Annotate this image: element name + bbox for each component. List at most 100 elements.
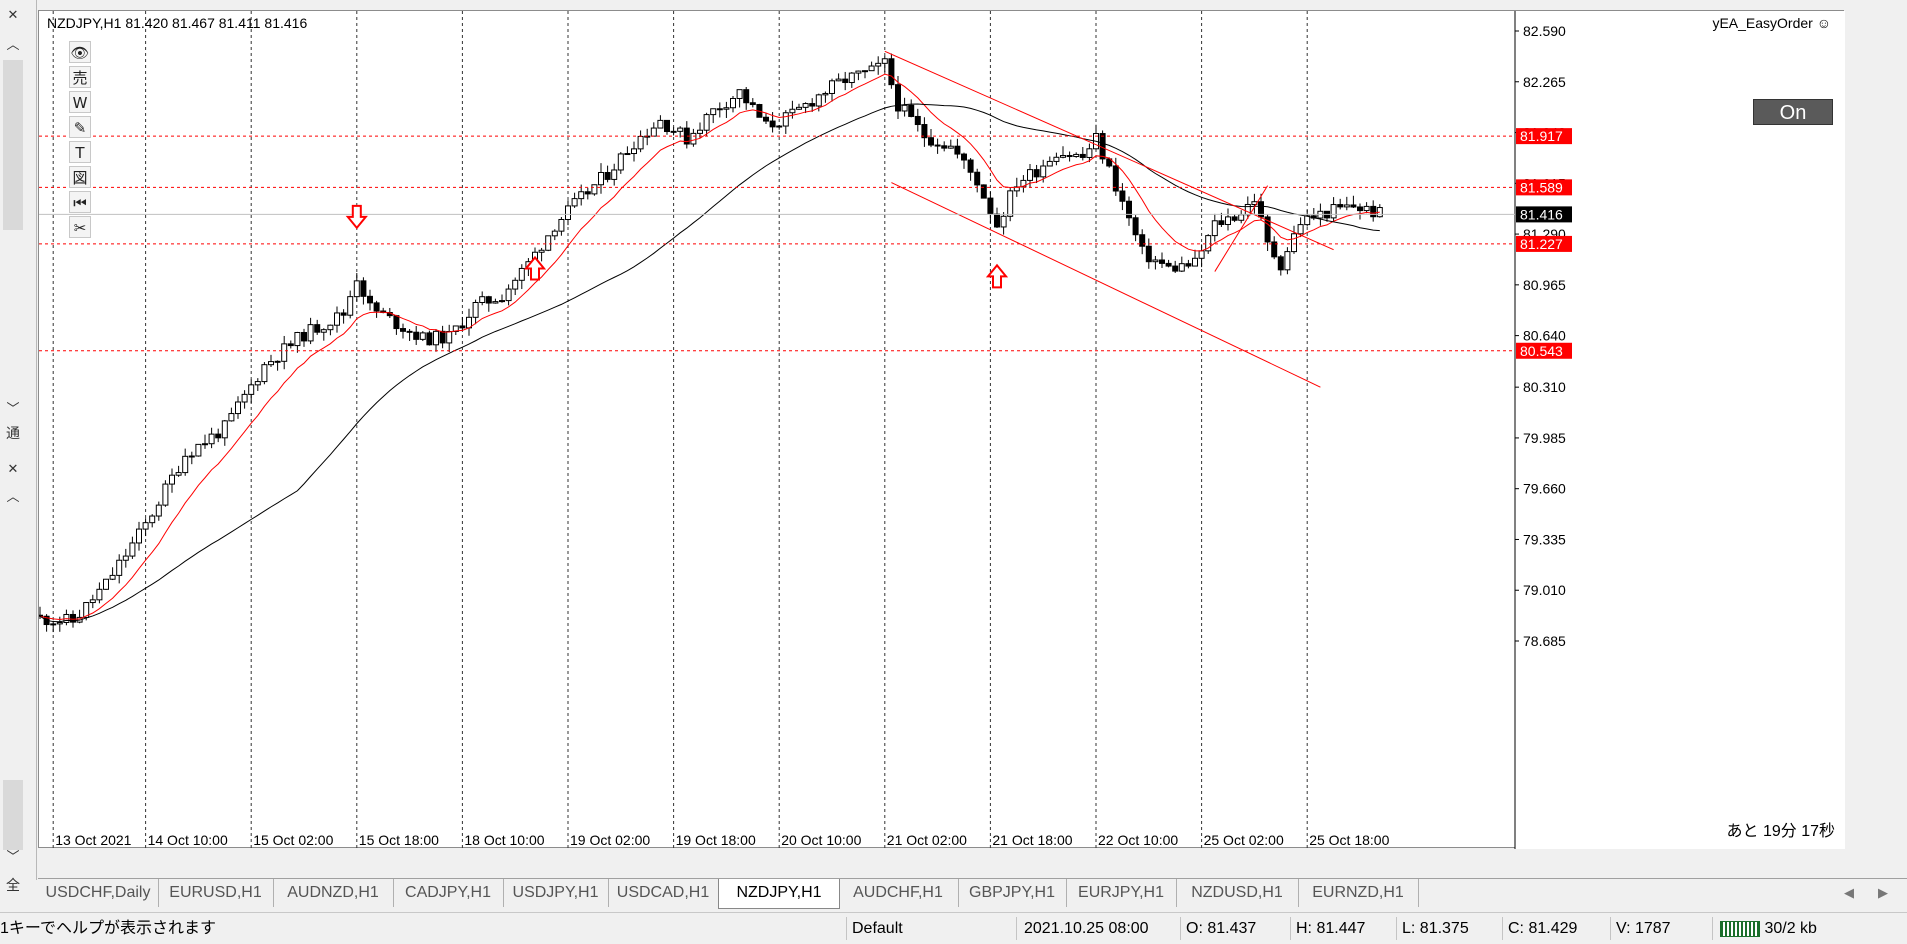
w-icon[interactable]: W [69,91,91,113]
candle-body [551,230,558,237]
candle-body [1000,215,1007,228]
tab-eurnzd-h1[interactable]: EURNZD,H1 [1298,879,1419,907]
panel-tab-label[interactable]: 全 [6,878,20,894]
candle-body [155,504,162,517]
tab-scroll-left-icon[interactable]: ◀ [1844,885,1854,900]
candle-body [697,129,703,134]
tab-nzdusd-h1[interactable]: NZDUSD,H1 [1176,879,1299,907]
tab-usdcad-h1[interactable]: USDCAD,H1 [608,879,719,907]
tab-scroll-right-icon[interactable]: ▶ [1878,885,1888,900]
candle-body [1178,263,1185,272]
candle-body [129,542,136,557]
candle-body [261,364,268,383]
chart-window[interactable]: 13 Oct 2021 14 Oct 10:00 15 Oct 02:00 15 Oc… [38,10,1845,849]
candle-body [142,522,149,530]
candle-body [888,58,895,86]
candle-body [624,153,631,156]
candle-body [1211,220,1218,237]
candle-body [1343,204,1350,208]
connection-bars-icon [1720,920,1760,937]
candle-body [268,361,274,366]
scroll-up-icon[interactable]: ︿ [6,490,20,505]
tab-usdchf-daily[interactable]: USDCHF,Daily [38,879,159,907]
time-axis-label: 18 Oct 10:00 [464,832,544,848]
figure-icon[interactable]: 図 [69,166,91,188]
bar-low: L: 81.375 [1402,920,1469,937]
candle-body [1152,259,1159,263]
trendline-short [1214,185,1269,272]
candle-body [1066,155,1073,158]
candle-body [373,302,380,312]
candle-body [1079,153,1086,158]
text-icon[interactable]: T [69,141,91,163]
candle-body [202,443,208,446]
candle-body [961,153,967,161]
scroll-down-icon[interactable]: ﹀ [6,850,20,865]
price-level-tag [1516,235,1572,252]
eye-icon[interactable]: 👁 [69,41,91,63]
tab-eurjpy-h1[interactable]: EURJPY,H1 [1066,879,1177,907]
candle-body [162,483,169,506]
candle-body [241,393,248,403]
candle-body [1192,257,1198,267]
candle-body [1126,200,1132,219]
sell-icon[interactable]: 売 [69,66,91,88]
divider [1180,917,1181,940]
candle-body [802,103,809,108]
candle-body [1033,169,1040,178]
time-axis-label: 25 Oct 02:00 [1204,832,1284,848]
candle-body [855,70,862,74]
candle-body [39,614,43,617]
panel-tab-label[interactable]: 通 [6,426,20,442]
candle-body [1225,216,1231,225]
tab-nzdjpy-h1[interactable]: NZDJPY,H1 [718,879,840,909]
candle-body [1244,203,1251,216]
candle-body [235,401,241,415]
rewind-icon[interactable]: ⏮ [69,191,91,213]
tab-cadjpy-h1[interactable]: CADJPY,H1 [393,879,504,907]
candle-body [1271,241,1278,258]
candle-body [598,171,604,186]
close-icon[interactable]: ✕ [7,462,19,477]
time-axis-label: 20 Oct 10:00 [781,832,861,848]
status-bar: 1キーでヘルプが表示されます Default 2021.10.25 08:00 … [0,912,1907,944]
candle-body [353,280,360,298]
price-tag-label: 81.589 [1520,179,1563,195]
candle-body [175,472,182,476]
candle-body [228,413,235,422]
candle-body [1205,235,1212,252]
tab-gbpjpy-h1[interactable]: GBPJPY,H1 [958,879,1067,907]
close-icon[interactable]: ✕ [7,8,19,23]
scrollbar-thumb[interactable] [3,780,23,850]
candle-body [406,330,413,333]
candle-body [479,296,486,304]
candle-body [815,94,822,107]
candle-body [763,116,769,122]
ea-on-button[interactable]: On [1753,99,1833,125]
candle-body [822,92,829,96]
scissors-icon[interactable]: ✂ [69,216,91,238]
connection-status: 30/2 kb [1720,913,1817,944]
bar-countdown: あと 19分 17秒 [1726,817,1835,841]
candle-body [631,148,637,155]
tab-audchf-h1[interactable]: AUDCHF,H1 [838,879,959,907]
candle-body [136,528,142,544]
candle-body [703,114,710,131]
tab-eurusd-h1[interactable]: EURUSD,H1 [158,879,274,907]
tab-usdjpy-h1[interactable]: USDJPY,H1 [503,879,609,907]
tab-audnzd-h1[interactable]: AUDNZD,H1 [273,879,394,907]
profile-name[interactable]: Default [852,920,903,937]
candle-body [545,235,552,251]
scroll-down-icon[interactable]: ﹀ [6,402,20,417]
time-axis-label: 22 Oct 10:00 [1098,832,1178,848]
candle-body [512,279,519,290]
candle-body [994,213,1000,228]
candle-body [1185,263,1192,267]
price-chart[interactable]: 13 Oct 2021 14 Oct 10:00 15 Oct 02:00 15 Oc… [39,11,1845,849]
candle-body [987,197,994,215]
scroll-up-icon[interactable]: ︿ [6,38,20,53]
pencil-icon[interactable]: ✎ [69,116,91,138]
candle-body [518,267,525,281]
candle-body [400,328,406,332]
scrollbar-thumb[interactable] [3,60,23,230]
